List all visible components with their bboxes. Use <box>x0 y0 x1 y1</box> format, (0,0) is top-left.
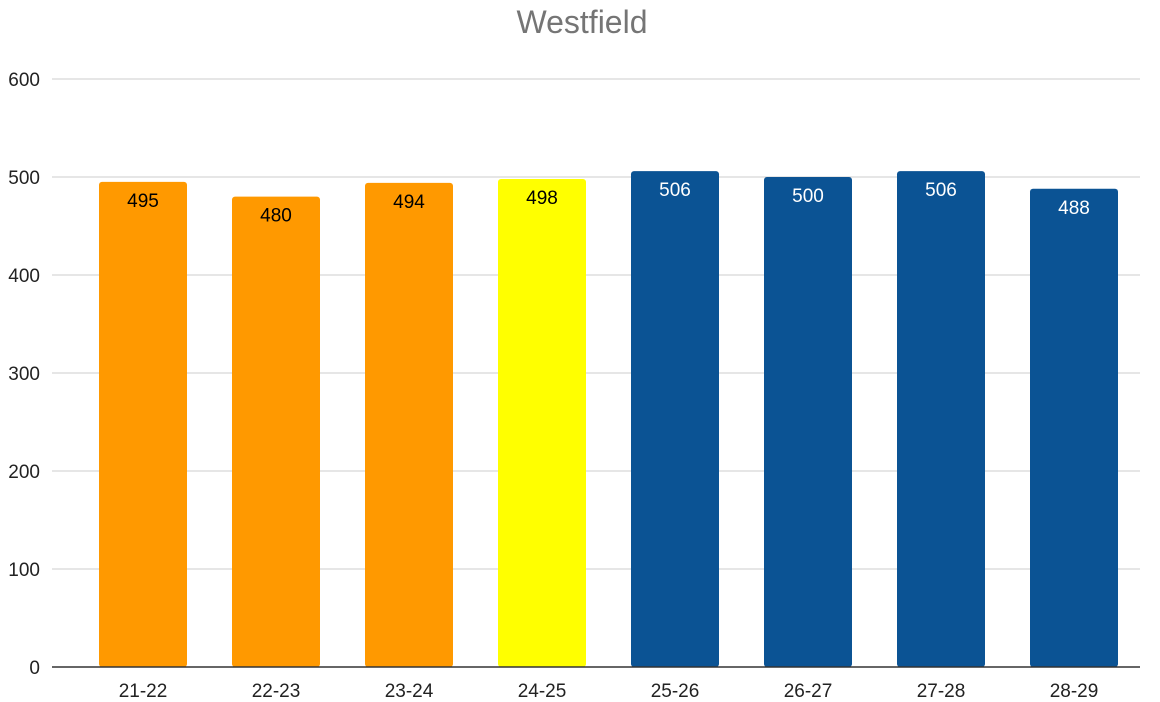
bar <box>1030 188 1118 667</box>
bars <box>99 171 1118 667</box>
data-label: 494 <box>393 192 425 213</box>
chart-title: Westfield <box>516 4 647 40</box>
bar <box>498 178 586 667</box>
bar <box>365 182 453 667</box>
data-labels: 495 480 494 498 506 500 506 488 <box>127 180 1090 226</box>
y-tick-label: 200 <box>8 462 40 483</box>
x-tick-label: 28-29 <box>1050 681 1099 702</box>
bar <box>99 181 187 667</box>
x-tick-label: 22-23 <box>252 681 301 702</box>
data-label: 500 <box>792 186 824 207</box>
data-label: 506 <box>659 180 691 201</box>
y-axis-ticks: 0 100 200 300 400 500 600 <box>8 70 40 679</box>
data-label: 495 <box>127 191 159 212</box>
x-tick-label: 27-28 <box>917 681 966 702</box>
data-label: 506 <box>925 180 957 201</box>
x-tick-label: 24-25 <box>518 681 567 702</box>
bar <box>764 177 852 667</box>
bar <box>232 196 320 667</box>
x-tick-label: 26-27 <box>784 681 833 702</box>
data-label: 480 <box>260 206 292 227</box>
y-tick-label: 100 <box>8 560 40 581</box>
bar <box>631 171 719 667</box>
y-tick-label: 0 <box>29 658 40 679</box>
data-label: 498 <box>526 188 558 209</box>
y-tick-label: 500 <box>8 168 40 189</box>
bar <box>897 171 985 667</box>
y-tick-label: 400 <box>8 266 40 287</box>
data-label: 488 <box>1058 198 1090 219</box>
y-tick-label: 300 <box>8 364 40 385</box>
y-tick-label: 600 <box>8 70 40 91</box>
x-tick-label: 21-22 <box>119 681 168 702</box>
x-axis-ticks: 21-22 22-23 23-24 24-25 25-26 26-27 27-28 28-29 <box>119 681 1099 702</box>
x-tick-label: 23-24 <box>385 681 434 702</box>
x-tick-label: 25-26 <box>651 681 700 702</box>
